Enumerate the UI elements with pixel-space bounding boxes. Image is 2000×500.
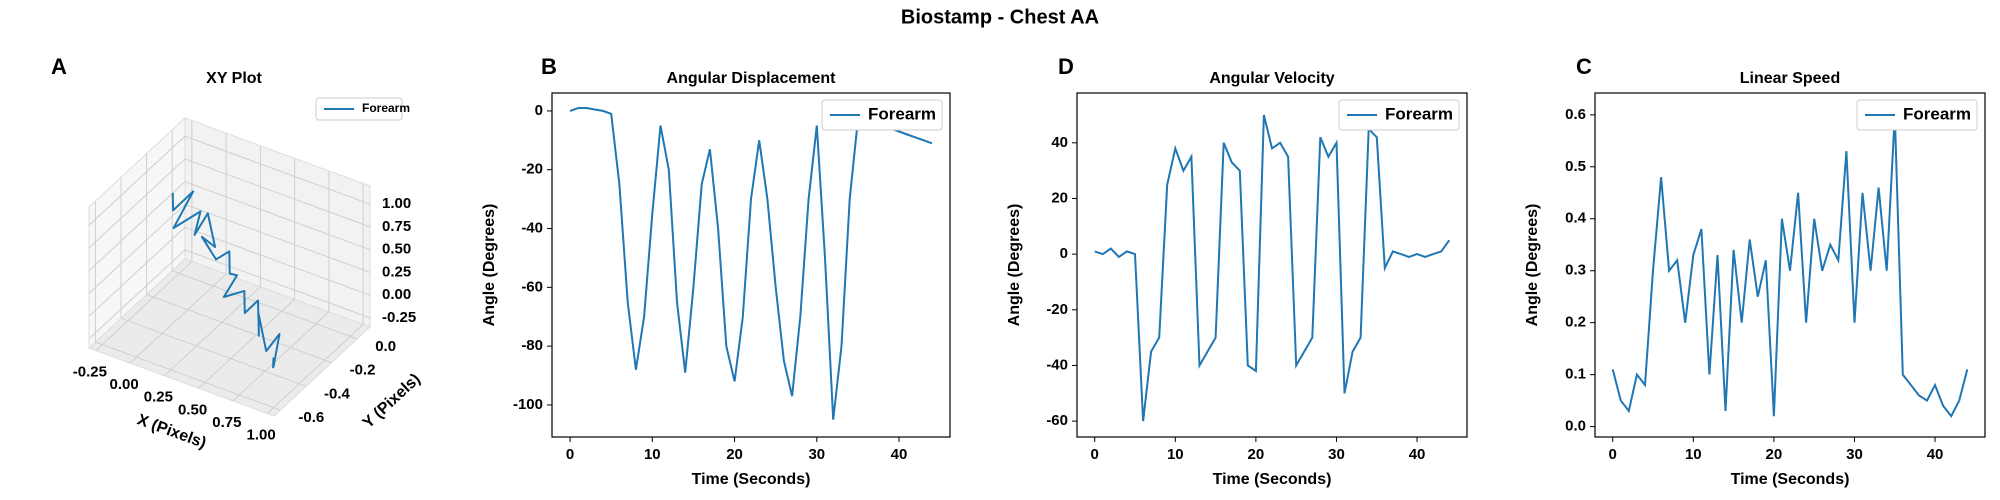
y-tick-label: 0.4 <box>1565 210 1587 227</box>
legend-label: Forearm <box>1385 104 1453 123</box>
x-axis-label: Time (Seconds) <box>1731 471 1850 488</box>
x-tick-label: 10 <box>1685 446 1702 463</box>
pane-left <box>88 116 186 350</box>
y-tick-label: -100 <box>513 396 543 413</box>
y-tick-label: -80 <box>521 337 543 354</box>
grid-line <box>88 135 371 226</box>
grid-line <box>88 249 371 340</box>
legend-box <box>1338 99 1460 131</box>
x-axis-label: Time (Seconds) <box>1213 471 1332 488</box>
y-tick-label: 0.0 <box>1565 418 1586 435</box>
y-tick-label: 0.2 <box>1565 314 1586 331</box>
x-tick-label: 0 <box>566 446 574 463</box>
y-tick-label: 0.3 <box>1565 262 1586 279</box>
x-tick-label: 0 <box>1091 446 1099 463</box>
panel-letter: A <box>51 54 67 79</box>
y-axis-label: Angle (Degrees) <box>1524 204 1541 327</box>
grid-line <box>120 177 307 387</box>
y-axis-label: Angle (Degrees) <box>481 204 498 327</box>
data-line <box>171 190 281 369</box>
legend-box <box>821 99 943 131</box>
z-tick-label: -0.25 <box>382 309 416 326</box>
grid-line <box>88 158 371 249</box>
x-tick-label: 1.00 <box>247 426 276 443</box>
x-tick-label: 40 <box>1927 446 1944 463</box>
y-tick-label: 0.5 <box>1565 158 1586 175</box>
x-tick-label: 40 <box>891 446 908 463</box>
panel-letter: C <box>1576 54 1592 79</box>
y-tick-label: -0.6 <box>298 409 324 426</box>
grid-line <box>88 181 371 272</box>
x-tick-label: 10 <box>1167 446 1184 463</box>
z-tick-label: 0.00 <box>382 286 411 303</box>
x-tick-label: 0.50 <box>178 401 207 418</box>
legend-label: Forearm <box>868 104 936 123</box>
x-tick-label: 40 <box>1409 446 1426 463</box>
y-axis-label: Angle (Degrees) <box>1006 204 1023 327</box>
grid-line <box>94 201 281 411</box>
y-tick-label: 0.0 <box>375 338 396 355</box>
x-tick-label: 30 <box>808 446 825 463</box>
axes-title: XY Plot <box>206 70 262 87</box>
data-line <box>1094 114 1451 422</box>
y-tick-label: -0.2 <box>350 362 376 379</box>
figure-title: Biostamp - Chest AA <box>901 6 1099 28</box>
axes-title: Angular Displacement <box>667 70 837 87</box>
y-tick-label: -40 <box>1046 356 1068 373</box>
legend-box <box>315 97 403 121</box>
legend-label: Forearm <box>362 101 410 115</box>
z-tick-label: 0.25 <box>382 263 411 280</box>
x-tick-label: 20 <box>726 446 743 463</box>
x-axis-label: Time (Seconds) <box>692 471 811 488</box>
axes-title: Angular Velocity <box>1209 70 1334 87</box>
x-tick-label: 30 <box>1328 446 1345 463</box>
y-tick-label: -60 <box>521 278 543 295</box>
y-tick-label: 0 <box>535 102 543 119</box>
x-tick-label: 10 <box>644 446 661 463</box>
grid-line <box>88 203 371 294</box>
x-tick-label: 30 <box>1846 446 1863 463</box>
axes-frame <box>1594 92 1986 438</box>
legend-label: Forearm <box>1903 104 1971 123</box>
y-tick-label: -20 <box>521 161 543 178</box>
x-tick-label: 0.25 <box>144 389 173 406</box>
y-tick-label: -60 <box>1046 412 1068 429</box>
x-tick-label: -0.25 <box>73 363 107 380</box>
y-tick-label: -40 <box>521 220 543 237</box>
x-tick-label: 0.00 <box>110 376 139 393</box>
panel-letter: B <box>541 54 557 79</box>
z-tick-label: 0.75 <box>382 218 411 235</box>
data-line <box>1611 114 1969 419</box>
x-tick-label: 20 <box>1766 446 1783 463</box>
x-tick-label: 20 <box>1248 446 1265 463</box>
y-tick-label: 20 <box>1051 189 1068 206</box>
panel-letter: D <box>1058 54 1074 79</box>
grid-line <box>88 226 371 317</box>
y-tick-label: 0.6 <box>1565 106 1586 123</box>
z-tick-label: 0.50 <box>382 241 411 258</box>
axes-frame <box>551 92 951 438</box>
x-tick-label: 0.75 <box>212 414 241 431</box>
y-tick-label: 40 <box>1051 134 1068 151</box>
grid-line <box>171 129 358 340</box>
y-tick-label: 0.1 <box>1565 366 1586 383</box>
y-tick-label: 0 <box>1060 245 1068 262</box>
x-tick-label: 0 <box>1609 446 1617 463</box>
axes-frame <box>1076 92 1468 438</box>
z-tick-label: 1.00 <box>382 195 411 212</box>
y-tick-label: -20 <box>1046 301 1068 318</box>
grid-line <box>146 153 332 364</box>
legend-box <box>1856 99 1978 131</box>
axes-title: Linear Speed <box>1740 70 1840 87</box>
y-tick-label: -0.4 <box>324 385 351 402</box>
